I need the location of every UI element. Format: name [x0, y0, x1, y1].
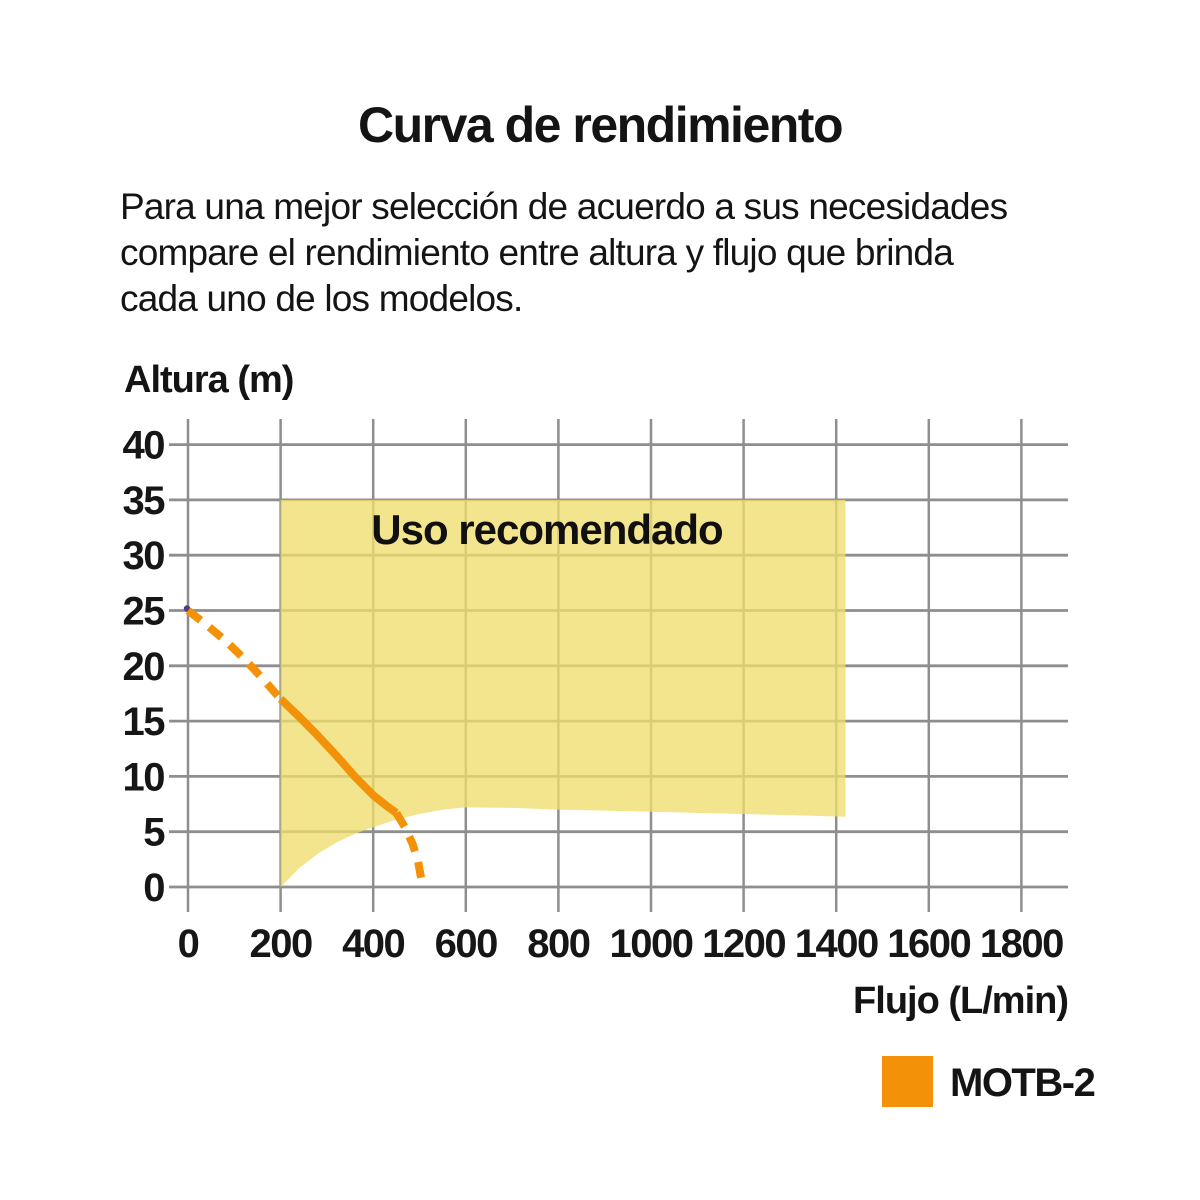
- y-tick-label: 35: [123, 479, 166, 523]
- x-tick-label: 800: [527, 922, 589, 966]
- x-tick-label: 1000: [610, 922, 693, 966]
- y-tick-label: 30: [123, 534, 165, 578]
- x-tick-label: 600: [435, 922, 497, 966]
- legend-swatch-motb2: [882, 1056, 933, 1107]
- axis-tick-labels: 0 200 400 600 800 1000 1200 1400 1600 1800 0 5 10 15 2…: [123, 424, 1065, 966]
- y-tick-label: 5: [143, 811, 165, 855]
- y-tick-label: 10: [123, 755, 165, 799]
- y-tick-label: 15: [123, 700, 166, 744]
- x-tick-label: 1600: [887, 922, 970, 966]
- description-line-2: compare el rendimiento entre altura y fl…: [120, 232, 954, 273]
- y-tick-label: 25: [123, 590, 166, 634]
- series-motb2-curve: [183, 605, 427, 886]
- recommended-region-fill: [280, 499, 846, 887]
- legend: MOTB-2: [882, 1056, 1096, 1107]
- x-tick-label: 1800: [980, 922, 1063, 966]
- y-axis-label: Altura (m): [124, 359, 293, 401]
- x-tick-label: 200: [249, 922, 311, 966]
- y-tick-label: 40: [123, 424, 165, 468]
- x-tick-label: 1400: [795, 922, 878, 966]
- y-tick-label: 20: [123, 645, 165, 689]
- motb2-curve-dashed: [392, 810, 427, 886]
- x-tick-label: 400: [342, 922, 404, 966]
- y-tick-label: 0: [143, 866, 164, 910]
- x-tick-label: 0: [178, 922, 199, 966]
- x-tick-label: 1200: [702, 922, 785, 966]
- recommended-region-label: Uso recomendado: [371, 506, 723, 553]
- motb2-curve-solid: [277, 696, 399, 817]
- description-line-3: cada uno de los modelos.: [120, 278, 523, 319]
- motb2-curve-dashed: [185, 607, 284, 702]
- page-title: Curva de rendimiento: [358, 97, 844, 153]
- legend-label-motb2: MOTB-2: [950, 1061, 1095, 1105]
- x-axis-label: Flujo (L/min): [853, 980, 1068, 1022]
- chart-description: Para una mejor selección de acuerdo a su…: [120, 184, 1008, 322]
- description-line-1: Para una mejor selección de acuerdo a su…: [120, 186, 1008, 227]
